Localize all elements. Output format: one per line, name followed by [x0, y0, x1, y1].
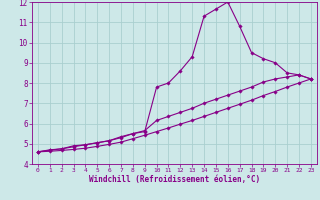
X-axis label: Windchill (Refroidissement éolien,°C): Windchill (Refroidissement éolien,°C) — [89, 175, 260, 184]
